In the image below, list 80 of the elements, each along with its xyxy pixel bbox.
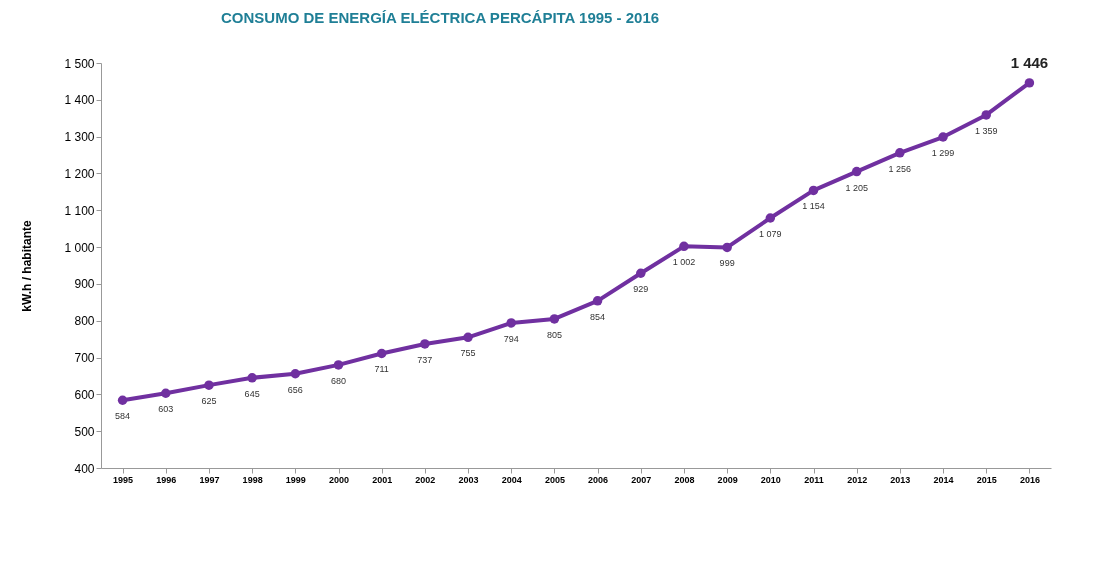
point	[290, 369, 301, 379]
x-tick-label: 2001	[372, 474, 393, 485]
y-tick-label: 1 200	[64, 166, 95, 181]
y-tick-label: 900	[74, 277, 95, 292]
text: 1 446	[1010, 53, 1049, 71]
x-tick-label: 2005	[544, 474, 565, 485]
text: 603	[158, 404, 174, 415]
point	[636, 268, 646, 278]
point	[463, 332, 473, 343]
y-tick-label: 1 300	[64, 130, 95, 145]
text: 1 205	[845, 182, 868, 193]
point	[204, 380, 214, 390]
x-tick-label: 2009	[717, 474, 738, 485]
point	[679, 241, 689, 252]
x-tick-label: 1996	[156, 474, 177, 485]
text: 711	[374, 364, 389, 375]
y-tick-label: 1 100	[64, 203, 95, 218]
y-axis-title: kW.h / habitante	[20, 220, 35, 312]
text: 737	[417, 354, 433, 365]
x-tick-label: 2006	[588, 474, 609, 485]
x-tick-label: 2010	[760, 474, 781, 485]
text: 584	[115, 411, 131, 422]
point	[592, 296, 603, 306]
point	[1024, 78, 1035, 88]
text: 794	[503, 333, 519, 344]
y-tick-label: 500	[74, 424, 95, 439]
point	[895, 148, 905, 158]
text: 625	[201, 396, 217, 407]
chart-title: CONSUMO DE ENERGÍA ELÉCTRICA PERCÁPITA 1995 - 2016	[220, 8, 660, 26]
point	[938, 132, 948, 142]
point	[117, 395, 128, 405]
x-tick-label: 2015	[976, 474, 997, 485]
text: 680	[330, 375, 347, 386]
y-tick-label: 1 000	[64, 240, 95, 255]
text: 1 079	[759, 229, 782, 239]
y-tick-label: 600	[74, 387, 95, 402]
text: 1 299	[931, 148, 955, 158]
point	[981, 110, 991, 120]
x-tick-label: 2013	[890, 474, 911, 485]
x-tick-label: 1999	[285, 474, 306, 485]
point	[722, 242, 732, 253]
text: 1 002	[672, 257, 696, 268]
text: 854	[590, 311, 606, 322]
x-tick-label: 2016	[1019, 474, 1040, 485]
point	[161, 388, 171, 398]
x-tick-label: 2014	[933, 474, 954, 485]
text: 929	[633, 284, 649, 295]
text: 999	[719, 258, 735, 269]
y-tick-label: 1 400	[64, 93, 95, 108]
x-tick-label: 2003	[458, 474, 479, 485]
x-tick-label: 1998	[242, 474, 263, 485]
x-tick-label: 2000	[328, 474, 350, 485]
point	[376, 348, 387, 359]
y-tick-label: 400	[74, 461, 95, 476]
y-tick-label: 700	[74, 351, 95, 366]
y-tick-label: 1 500	[64, 56, 95, 71]
x-tick-label: 1997	[199, 474, 220, 485]
x-tick-label: 2008	[674, 474, 695, 485]
x-tick-label: 2007	[631, 474, 652, 485]
point	[765, 213, 776, 223]
text: 645	[244, 388, 260, 399]
x-tick-label: 1995	[113, 474, 134, 485]
x-tick-label: 2002	[415, 474, 436, 485]
y-tick-label: 800	[74, 314, 95, 329]
x-tick-label: 2012	[847, 474, 868, 485]
point	[420, 339, 430, 349]
point	[506, 318, 516, 328]
text: 1 154	[802, 201, 825, 212]
point	[247, 373, 257, 383]
x-tick-label: 2004	[501, 474, 522, 485]
point	[549, 314, 560, 324]
text: 805	[546, 329, 562, 340]
text: 1 359	[974, 125, 998, 136]
text: 755	[460, 348, 476, 359]
point	[851, 166, 862, 177]
x-tick-label: 2011	[804, 474, 824, 485]
text: 1 256	[888, 163, 912, 174]
point	[333, 360, 344, 370]
text: 656	[287, 384, 303, 395]
point	[808, 185, 819, 196]
